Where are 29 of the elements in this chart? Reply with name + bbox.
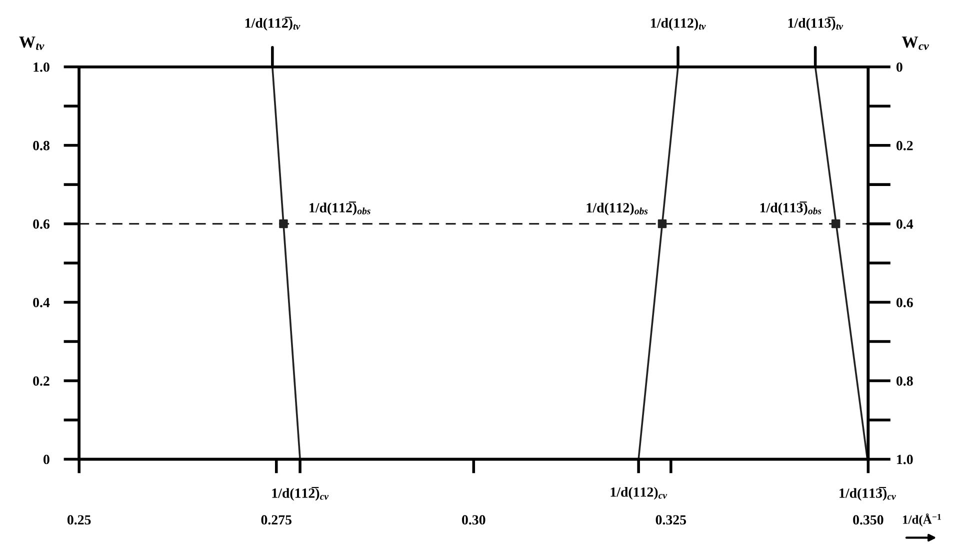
x-tick-label: 0.325 — [656, 515, 686, 525]
y2-tick-label: 0.2 — [896, 140, 913, 150]
y-axis-title: W$_{tv}$ — [19, 36, 44, 50]
y2-tick-label: 0.8 — [896, 376, 913, 386]
y2-tick-label: 0.4 — [896, 219, 914, 229]
x-tick-label: 0.350 — [853, 515, 884, 525]
y-tick-label: 0.6 — [33, 219, 50, 229]
y-tick-label: 0.8 — [33, 140, 50, 150]
annotation: 1/d(112̅)$_{cv}$ — [272, 487, 329, 501]
y-tick-label: 0.2 — [33, 376, 50, 386]
y-tick-label: 0 — [44, 454, 50, 464]
y-tick-label: 1.0 — [34, 62, 50, 72]
annotation: 1/d(113̅)$_{tv}$ — [788, 16, 844, 31]
y2-axis-title: W$_{cv}$ — [902, 36, 929, 50]
annotation: 1/d(112)$_{tv}$ — [651, 18, 706, 31]
annotation: 1/d(112̅)$_{obs}$ — [310, 202, 370, 216]
x-tick-label: 0.25 — [67, 515, 91, 525]
annotation: 1/d(113̅)$_{obs}$ — [760, 202, 822, 216]
y2-tick-label: 0 — [896, 62, 902, 72]
annotation: 1/d(112)$_{obs}$ — [586, 202, 648, 216]
annotation: 1/d(113̅)$_{cv}$ — [840, 487, 896, 501]
x-tick-label: 0.30 — [462, 515, 486, 525]
y2-tick-label: 1.0 — [897, 454, 913, 464]
x-tick-label: 0.275 — [261, 515, 292, 525]
y2-tick-label: 0.6 — [896, 298, 913, 308]
y-tick-label: 0.4 — [33, 298, 50, 308]
annotation: 1/d(112̅)$_{tv}$ — [245, 16, 300, 31]
x-axis-title: 1/d(Å$^{−1}$ — [903, 513, 941, 526]
annotation: 1/d(112)$_{cv}$ — [610, 487, 668, 500]
